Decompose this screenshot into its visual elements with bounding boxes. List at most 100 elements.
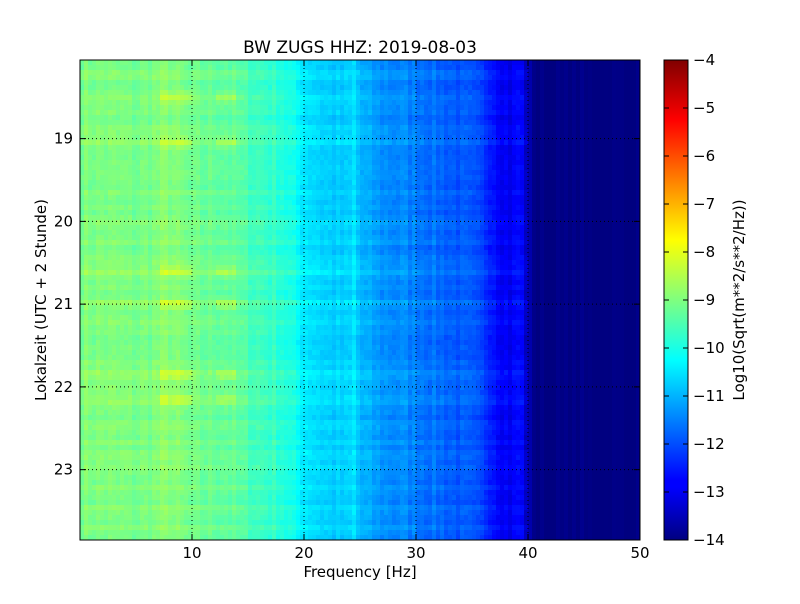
heatmap-cell [464,140,469,146]
heatmap-cell [636,160,640,166]
heatmap-cell [512,190,517,196]
heatmap-cell [92,220,97,226]
heatmap-cell [216,140,221,146]
heatmap-cell [300,130,305,136]
heatmap-cell [296,130,301,136]
heatmap-cell [208,150,213,156]
heatmap-cell [188,70,193,76]
heatmap-cell [592,110,597,116]
heatmap-cell [484,65,489,71]
heatmap-cell [160,60,165,66]
heatmap-cell [504,110,509,116]
heatmap-cell [136,100,141,106]
heatmap-cell [324,105,329,111]
heatmap-cell [556,185,561,191]
heatmap-cell [404,170,409,176]
heatmap-cell [116,200,121,206]
heatmap-cell [80,190,85,196]
heatmap-cell [616,100,621,106]
heatmap-cell [604,160,609,166]
heatmap-cell [440,95,445,101]
heatmap-cell [196,190,201,196]
heatmap-cell [560,230,565,236]
heatmap-cell [184,160,189,166]
heatmap-cell [496,195,501,201]
heatmap-cell [504,160,509,166]
heatmap-cell [636,190,640,196]
heatmap-cell [620,145,625,151]
heatmap-cell [304,190,309,196]
heatmap-cell [204,190,209,196]
heatmap-cell [220,165,225,171]
heatmap-cell [496,155,501,161]
heatmap-cell [292,200,297,206]
heatmap-cell [356,195,361,201]
heatmap-cell [200,195,205,201]
heatmap-cell [404,225,409,231]
heatmap-cell [536,155,541,161]
heatmap-cell [88,60,93,66]
heatmap-cell [228,105,233,111]
heatmap-cell [532,85,537,91]
heatmap-cell [368,60,373,66]
heatmap-cell [236,180,241,186]
heatmap-cell [484,210,489,216]
heatmap-cell [568,90,573,96]
heatmap-cell [424,100,429,106]
heatmap-cell [472,230,477,236]
heatmap-cell [152,235,157,241]
heatmap-cell [604,110,609,116]
heatmap-cell [572,220,577,226]
heatmap-cell [300,195,305,201]
heatmap-cell [544,120,549,126]
heatmap-cell [300,150,305,156]
heatmap-cell [236,230,241,236]
heatmap-cell [352,165,357,171]
heatmap-cell [236,115,241,121]
heatmap-cell [220,125,225,131]
heatmap-cell [604,200,609,206]
heatmap-cell [568,70,573,76]
heatmap-cell [464,100,469,106]
heatmap-cell [192,140,197,146]
heatmap-cell [196,220,201,226]
heatmap-cell [444,195,449,201]
heatmap-cell [488,160,493,166]
heatmap-cell [412,210,417,216]
heatmap-cell [580,65,585,71]
heatmap-cell [352,135,357,141]
heatmap-cell [484,165,489,171]
heatmap-cell [348,195,353,201]
heatmap-cell [128,80,133,86]
heatmap-cell [372,155,377,161]
heatmap-cell [400,130,405,136]
heatmap-cell [212,225,217,231]
heatmap-cell [268,145,273,151]
heatmap-cell [624,200,629,206]
heatmap-cell [348,235,353,241]
heatmap-cell [148,185,153,191]
heatmap-cell [420,90,425,96]
heatmap-cell [488,145,493,151]
heatmap-cell [520,140,525,146]
heatmap-cell [248,95,253,101]
heatmap-cell [308,100,313,106]
heatmap-cell [96,130,101,136]
heatmap-cell [320,95,325,101]
heatmap-cell [584,85,589,91]
heatmap-cell [448,85,453,91]
heatmap-cell [548,170,553,176]
heatmap-cell [80,210,85,216]
heatmap-cell [496,150,501,156]
heatmap-cell [528,160,533,166]
heatmap-cell [428,110,433,116]
heatmap-cell [372,235,377,241]
heatmap-cell [100,85,105,91]
heatmap-cell [240,105,245,111]
heatmap-cell [196,125,201,131]
heatmap-cell [500,120,505,126]
heatmap-cell [92,215,97,221]
heatmap-cell [396,155,401,161]
heatmap-cell [196,70,201,76]
heatmap-cell [592,90,597,96]
